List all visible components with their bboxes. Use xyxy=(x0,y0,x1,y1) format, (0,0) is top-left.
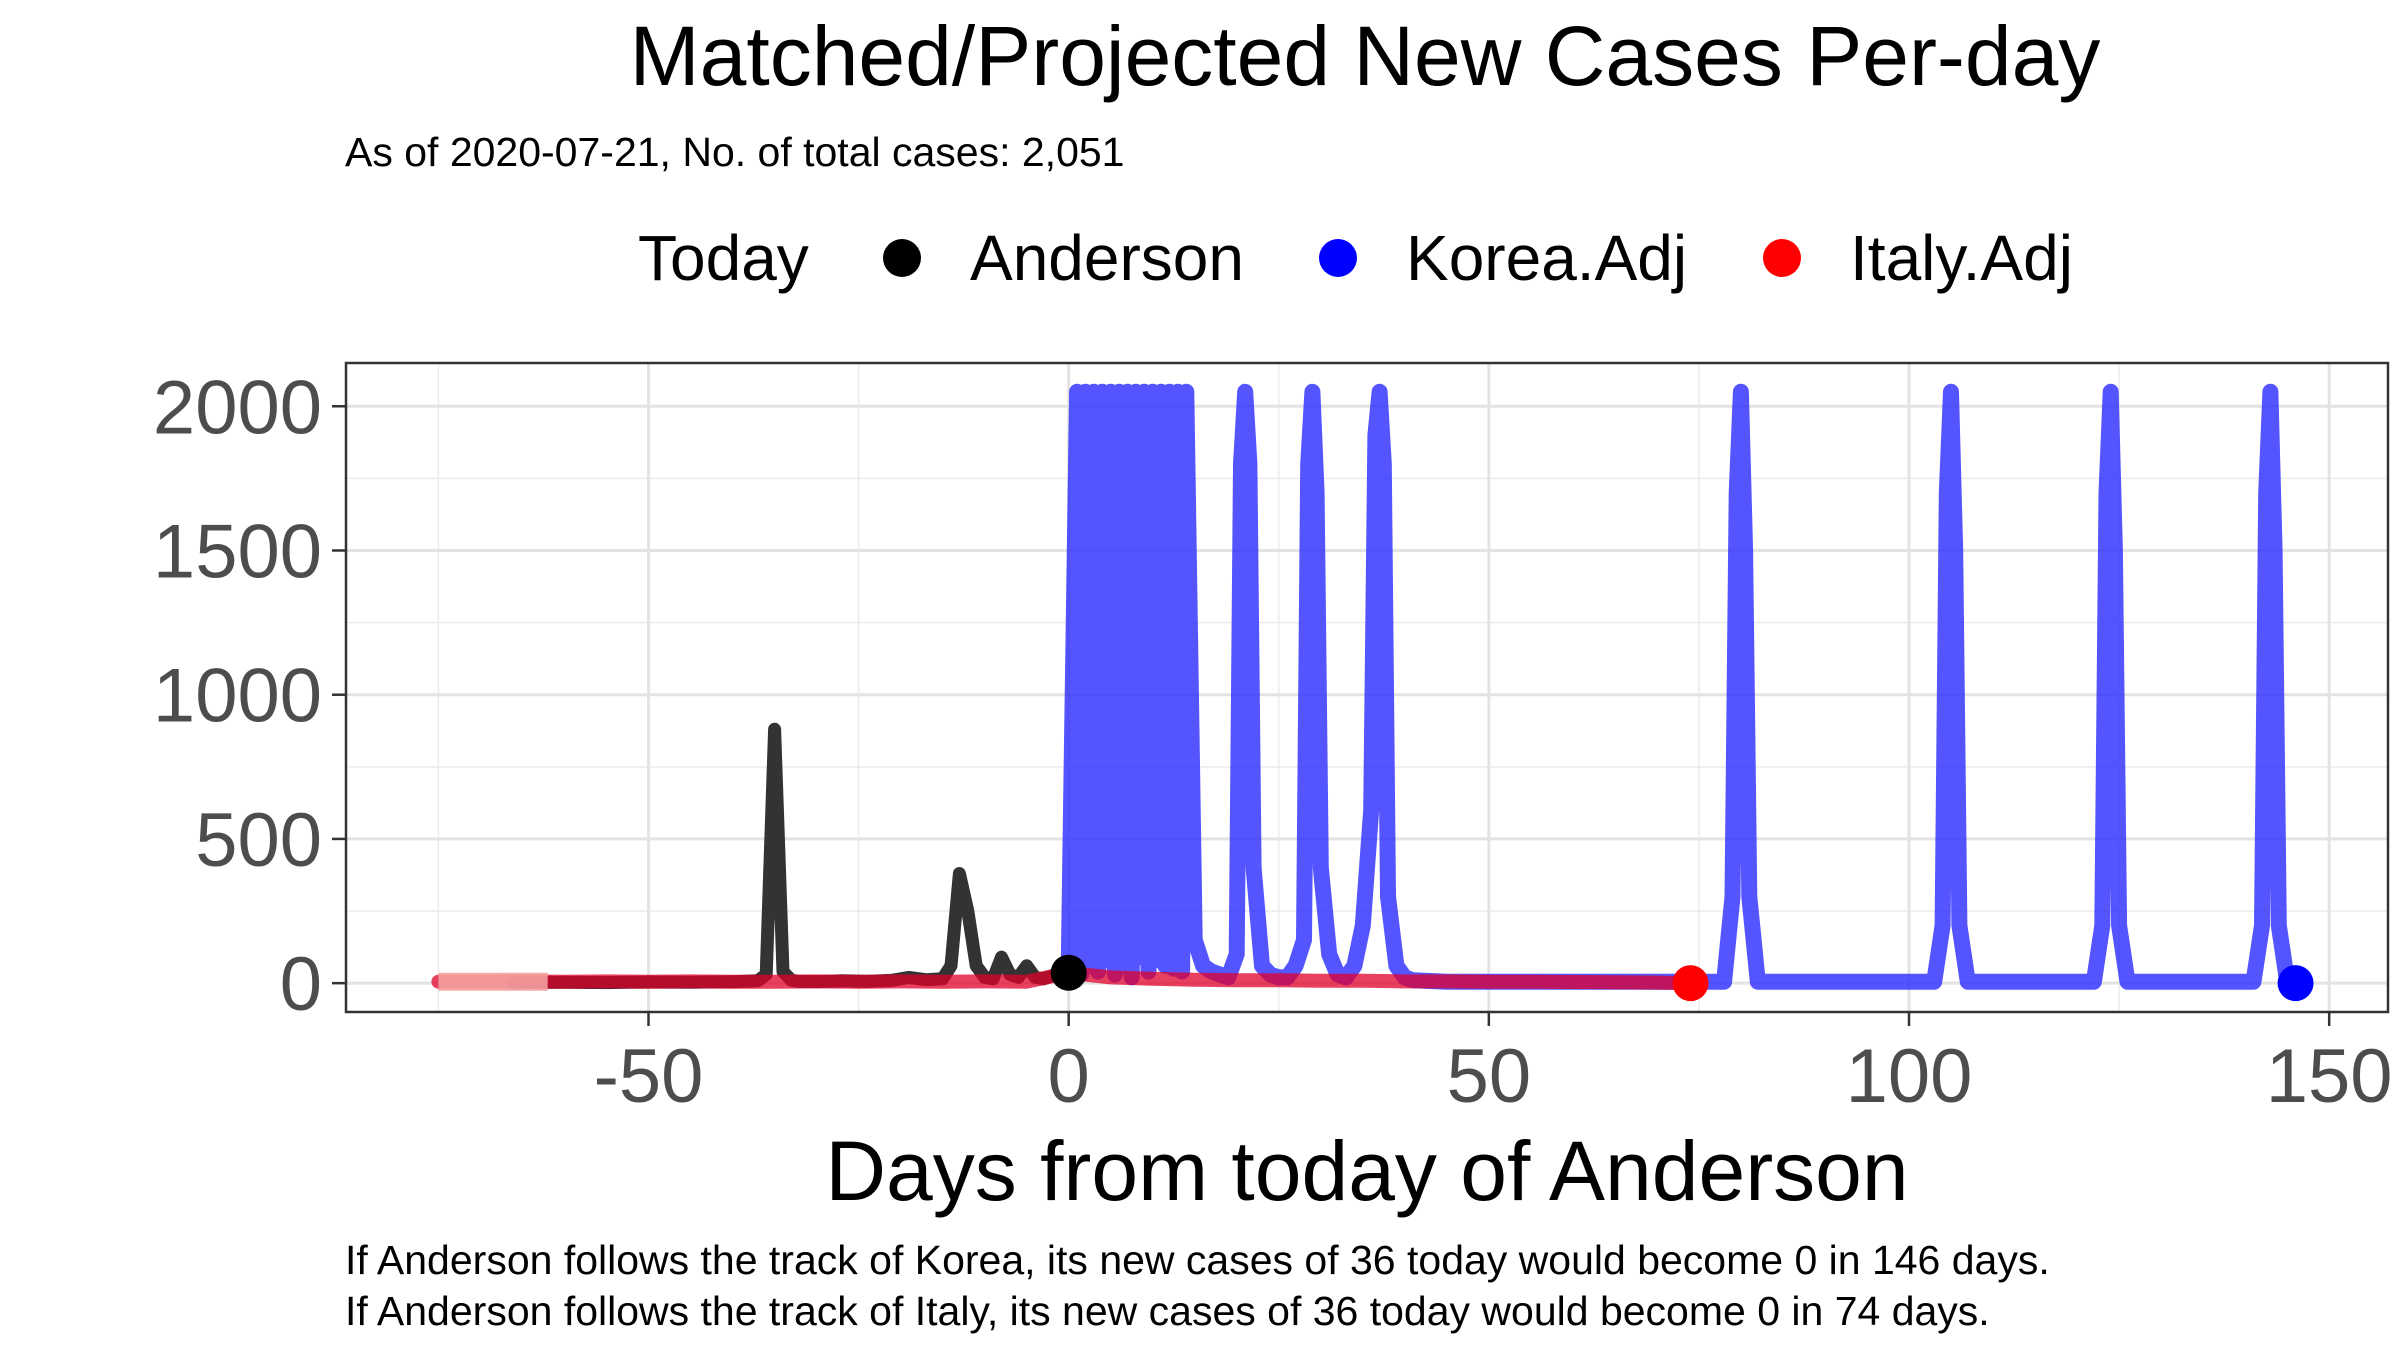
y-tick-label: 1000 xyxy=(153,654,322,739)
y-tick-label: 500 xyxy=(195,798,322,883)
x-tick-label: 150 xyxy=(2266,1034,2393,1119)
plot-border xyxy=(344,361,2390,1014)
x-axis-title: Days from today of Anderson xyxy=(825,1124,1908,1218)
y-tick-label: 1500 xyxy=(153,509,322,594)
series-line-korea-adj xyxy=(1060,383,2304,992)
x-tick-label: -50 xyxy=(594,1034,704,1119)
legend: Today Anderson Korea.Adj Italy.Adj xyxy=(638,222,2073,294)
legend-swatch-italy xyxy=(1763,239,1801,277)
legend-label-italy: Italy.Adj xyxy=(1850,222,2073,294)
caption-korea: If Anderson follows the track of Korea, … xyxy=(345,1237,2050,1283)
y-tick-label: 2000 xyxy=(153,365,322,450)
marker-layer xyxy=(1050,954,2314,1002)
legend-label-korea: Korea.Adj xyxy=(1406,222,1687,294)
legend-title: Today xyxy=(638,222,809,294)
marker-anderson xyxy=(1050,954,1087,991)
legend-swatch-korea xyxy=(1319,239,1357,277)
x-tick-label: 100 xyxy=(1846,1034,1973,1119)
chart-title: Matched/Projected New Cases Per-day xyxy=(630,9,2101,103)
y-axis: 0 500 1000 1500 2000 xyxy=(153,365,346,1027)
x-tick-label: 0 xyxy=(1048,1034,1090,1119)
marker-korea-adj xyxy=(2277,965,2314,1002)
x-tick-label: 50 xyxy=(1447,1034,1532,1119)
chart-subtitle: As of 2020-07-21, No. of total cases: 2,… xyxy=(345,129,1124,175)
x-axis: -50 0 50 100 150 xyxy=(594,1012,2393,1119)
caption-italy: If Anderson follows the track of Italy, … xyxy=(345,1288,1990,1334)
legend-label-anderson: Anderson xyxy=(970,222,1244,294)
marker-italy-adj xyxy=(1672,965,1709,1002)
plot-area xyxy=(344,361,2390,1014)
legend-swatch-anderson xyxy=(883,239,921,277)
y-tick-label: 0 xyxy=(280,942,322,1027)
